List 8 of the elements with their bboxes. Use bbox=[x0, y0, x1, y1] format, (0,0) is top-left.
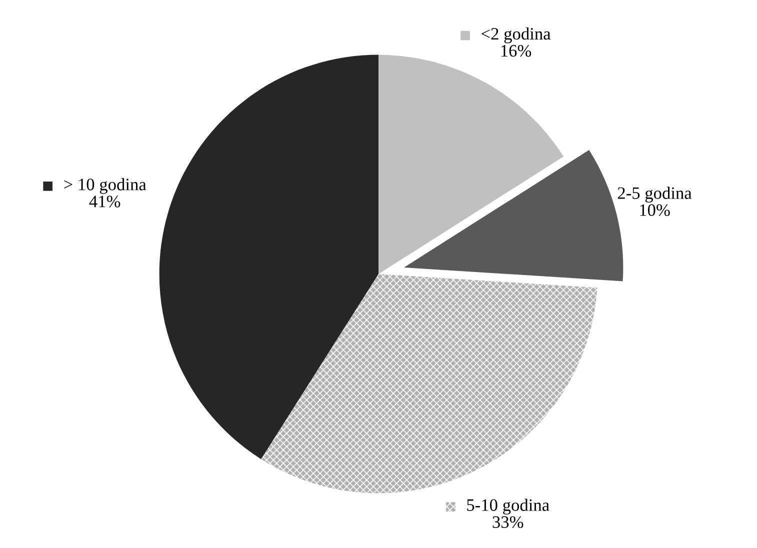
legend-label: <2 godina bbox=[482, 27, 551, 44]
slice-label: 2-5 godina bbox=[618, 186, 692, 203]
data-label: 33% bbox=[492, 516, 524, 528]
data-label: 16% bbox=[501, 44, 532, 57]
data-label: 41% bbox=[89, 196, 120, 208]
legend-label: > 10 godina bbox=[64, 178, 146, 194]
legend-label: 5-10 godina bbox=[467, 498, 550, 515]
data-label: 10% bbox=[640, 204, 670, 216]
